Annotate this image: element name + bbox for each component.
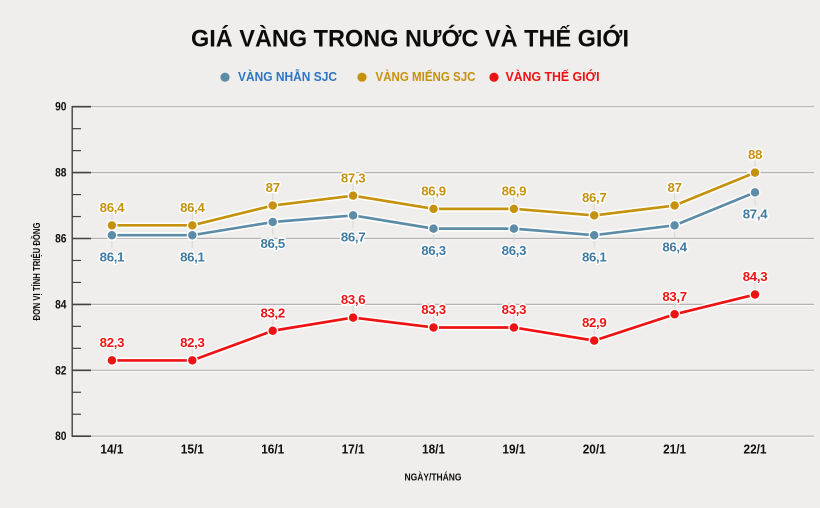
svg-text:14/1: 14/1: [100, 442, 123, 457]
svg-text:15/1: 15/1: [181, 442, 204, 457]
svg-text:NGÀY/THÁNG: NGÀY/THÁNG: [405, 472, 462, 484]
svg-text:86,4: 86,4: [100, 200, 125, 215]
svg-text:GIÁ VÀNG TRONG NƯỚC VÀ THẾ GIỚ: GIÁ VÀNG TRONG NƯỚC VÀ THẾ GIỚI: [191, 25, 629, 53]
svg-text:86,1: 86,1: [100, 249, 124, 264]
svg-text:86,5: 86,5: [260, 236, 284, 251]
svg-text:18/1: 18/1: [422, 442, 445, 457]
svg-text:21/1: 21/1: [663, 442, 686, 457]
svg-text:17/1: 17/1: [342, 442, 365, 457]
svg-text:83,3: 83,3: [421, 302, 445, 317]
svg-text:88: 88: [748, 147, 762, 162]
svg-text:87: 87: [266, 180, 280, 195]
svg-text:82,9: 82,9: [582, 315, 606, 330]
svg-text:80: 80: [55, 431, 66, 443]
svg-text:82,3: 82,3: [100, 335, 124, 350]
svg-text:82,3: 82,3: [180, 335, 204, 350]
svg-text:83,3: 83,3: [502, 302, 526, 317]
svg-text:90: 90: [55, 102, 66, 114]
svg-text:VÀNG MIẾNG SJC: VÀNG MIẾNG SJC: [376, 69, 477, 84]
svg-text:83,7: 83,7: [662, 289, 686, 304]
svg-text:83,6: 83,6: [341, 292, 365, 307]
svg-text:86,9: 86,9: [421, 183, 445, 198]
svg-text:VÀNG NHẪN SJC: VÀNG NHẪN SJC: [238, 69, 338, 84]
svg-text:86,4: 86,4: [662, 240, 687, 255]
svg-text:83,2: 83,2: [260, 305, 284, 320]
svg-text:82: 82: [55, 365, 66, 377]
svg-text:84: 84: [55, 299, 67, 311]
svg-text:87,4: 87,4: [743, 207, 768, 222]
svg-text:ĐƠN VỊ TÍNH TRIỆU ĐỒNG: ĐƠN VỊ TÍNH TRIỆU ĐỒNG: [31, 222, 43, 320]
svg-text:87: 87: [668, 180, 682, 195]
svg-text:16/1: 16/1: [261, 442, 284, 457]
svg-text:86,1: 86,1: [180, 249, 204, 264]
svg-text:VÀNG THẾ GIỚI: VÀNG THẾ GIỚI: [506, 69, 600, 84]
svg-text:84,3: 84,3: [743, 269, 767, 284]
svg-text:20/1: 20/1: [583, 442, 606, 457]
svg-text:86,3: 86,3: [502, 243, 526, 258]
svg-text:86,4: 86,4: [180, 200, 205, 215]
svg-text:86,1: 86,1: [582, 249, 606, 264]
svg-text:88: 88: [55, 168, 67, 180]
svg-text:86,3: 86,3: [421, 243, 445, 258]
svg-text:86: 86: [55, 234, 66, 246]
svg-text:22/1: 22/1: [744, 442, 767, 457]
svg-text:86,9: 86,9: [502, 183, 526, 198]
svg-text:87,3: 87,3: [341, 170, 365, 185]
svg-text:19/1: 19/1: [502, 442, 525, 457]
svg-text:86,7: 86,7: [341, 230, 365, 245]
svg-text:86,7: 86,7: [582, 190, 606, 205]
